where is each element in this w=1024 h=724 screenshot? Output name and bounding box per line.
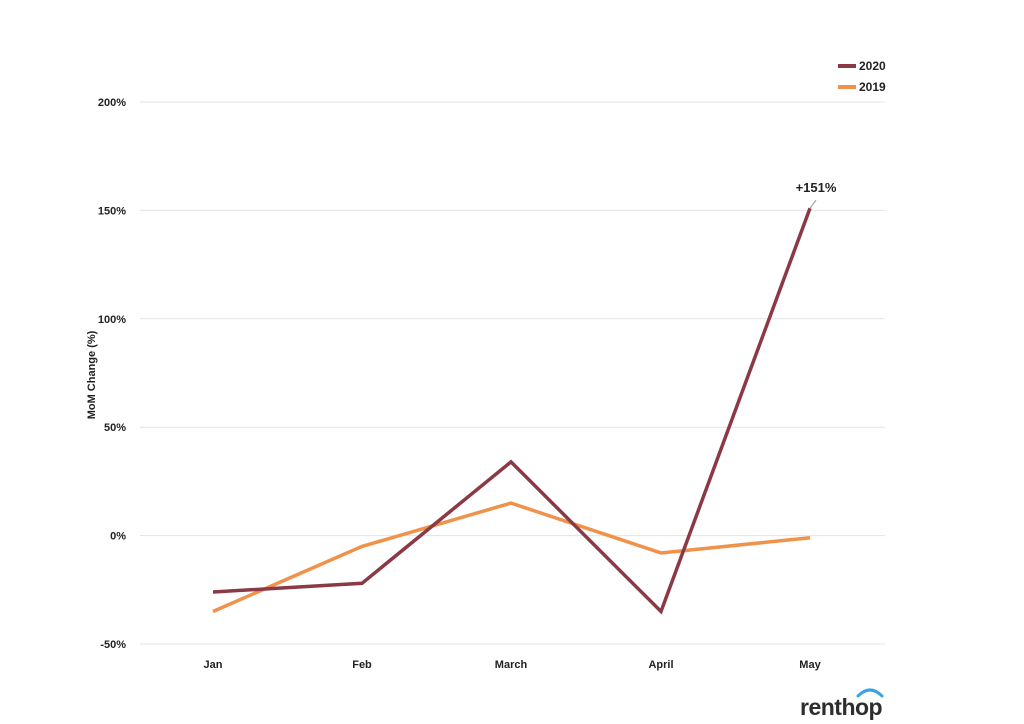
x-tick-label: Jan <box>204 659 223 671</box>
y-axis-title: MoM Change (%) <box>86 330 98 419</box>
legend: 2020 2019 <box>838 59 886 94</box>
annotation-leader <box>809 199 817 209</box>
legend-label-2020: 2020 <box>859 59 886 73</box>
x-axis-tick-labels: Jan Feb March April May <box>204 659 822 671</box>
series-line-2020 <box>212 207 812 615</box>
series-line-2019 <box>212 501 811 614</box>
renthop-logo: renthop <box>800 688 884 720</box>
y-tick-label: 150% <box>98 205 126 217</box>
y-tick-label: 0% <box>110 531 126 543</box>
y-axis-tick-labels: -50% 0% 50% 100% 150% 200% <box>98 97 126 651</box>
x-tick-label: March <box>495 659 528 671</box>
annotations: +151% <box>796 180 837 209</box>
y-tick-label: 50% <box>104 422 126 434</box>
x-tick-label: Feb <box>352 659 372 671</box>
legend-label-2019: 2019 <box>859 80 886 94</box>
y-tick-label: 200% <box>98 97 126 109</box>
y-tick-label: -50% <box>100 639 126 651</box>
x-tick-label: May <box>799 659 821 671</box>
series-lines <box>212 207 812 615</box>
wave-arc-icon <box>856 688 884 698</box>
grid-lines <box>140 101 885 645</box>
y-tick-label: 100% <box>98 314 126 326</box>
logo-text: renthop <box>800 694 883 720</box>
x-tick-label: April <box>648 659 673 671</box>
annotation-label: +151% <box>796 180 837 195</box>
